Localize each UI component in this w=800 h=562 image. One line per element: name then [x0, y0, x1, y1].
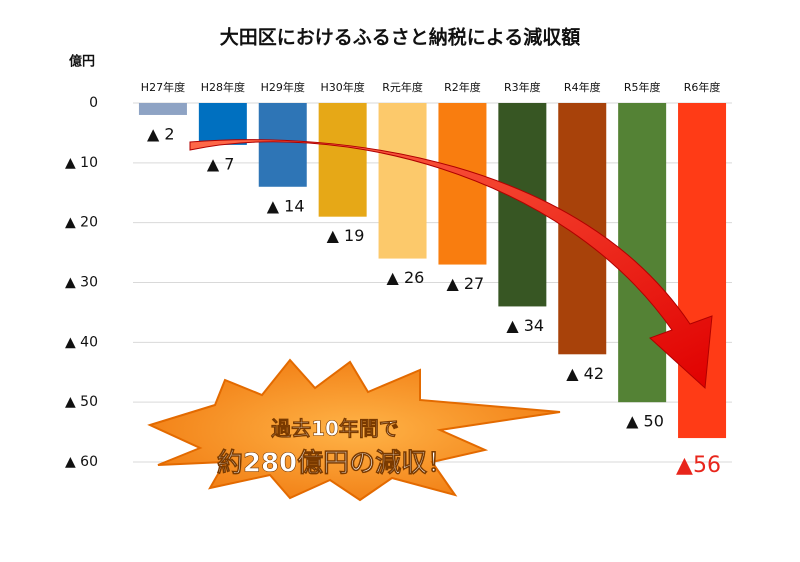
- x-tick-label: H30年度: [321, 80, 365, 94]
- x-tick-label: R6年度: [684, 80, 721, 94]
- x-tick-label: H29年度: [261, 80, 305, 94]
- bar: [618, 103, 667, 403]
- value-label: ▲ 42: [566, 364, 604, 383]
- bar: [258, 103, 307, 187]
- chart-title: 大田区におけるふるさと納税による減収額: [220, 26, 580, 49]
- bar: [138, 103, 187, 115]
- bar: [198, 103, 247, 145]
- value-label: ▲56: [676, 453, 721, 478]
- x-tick-label: R4年度: [564, 80, 601, 94]
- y-tick-label: ▲ 20: [65, 215, 98, 231]
- trend-arrow: [189, 139, 713, 390]
- x-tick-label: H28年度: [201, 80, 245, 94]
- y-tick-label: 0: [89, 95, 98, 111]
- axis-unit: 億円: [69, 54, 95, 70]
- x-tick-label: R3年度: [504, 80, 541, 94]
- value-label: ▲ 19: [327, 226, 365, 245]
- bar: [378, 103, 427, 259]
- y-tick-label: ▲ 60: [65, 454, 98, 470]
- y-tick-label: ▲ 10: [65, 155, 98, 171]
- bar: [678, 103, 727, 439]
- value-label: ▲ 34: [506, 316, 544, 335]
- annotation: 約280億円の減収！: [217, 448, 453, 479]
- value-label: ▲ 14: [267, 196, 305, 215]
- x-tick-label: H27年度: [141, 80, 185, 94]
- bar: [438, 103, 487, 265]
- y-tick-label: ▲ 50: [65, 394, 98, 410]
- annotation: 過去10年間で: [271, 417, 399, 441]
- value-label: ▲ 2: [147, 124, 175, 143]
- bar: [318, 103, 367, 217]
- x-tick-label: R2年度: [444, 80, 481, 94]
- value-label: ▲ 27: [446, 274, 484, 293]
- x-tick-label: R5年度: [624, 80, 661, 94]
- value-label: ▲ 26: [387, 268, 425, 287]
- y-tick-label: ▲ 30: [65, 275, 98, 291]
- value-label: ▲ 7: [207, 154, 235, 173]
- value-label: ▲ 50: [626, 412, 664, 431]
- y-tick-label: ▲ 40: [65, 334, 98, 350]
- starburst: [147, 358, 561, 502]
- x-tick-label: R元年度: [382, 80, 423, 94]
